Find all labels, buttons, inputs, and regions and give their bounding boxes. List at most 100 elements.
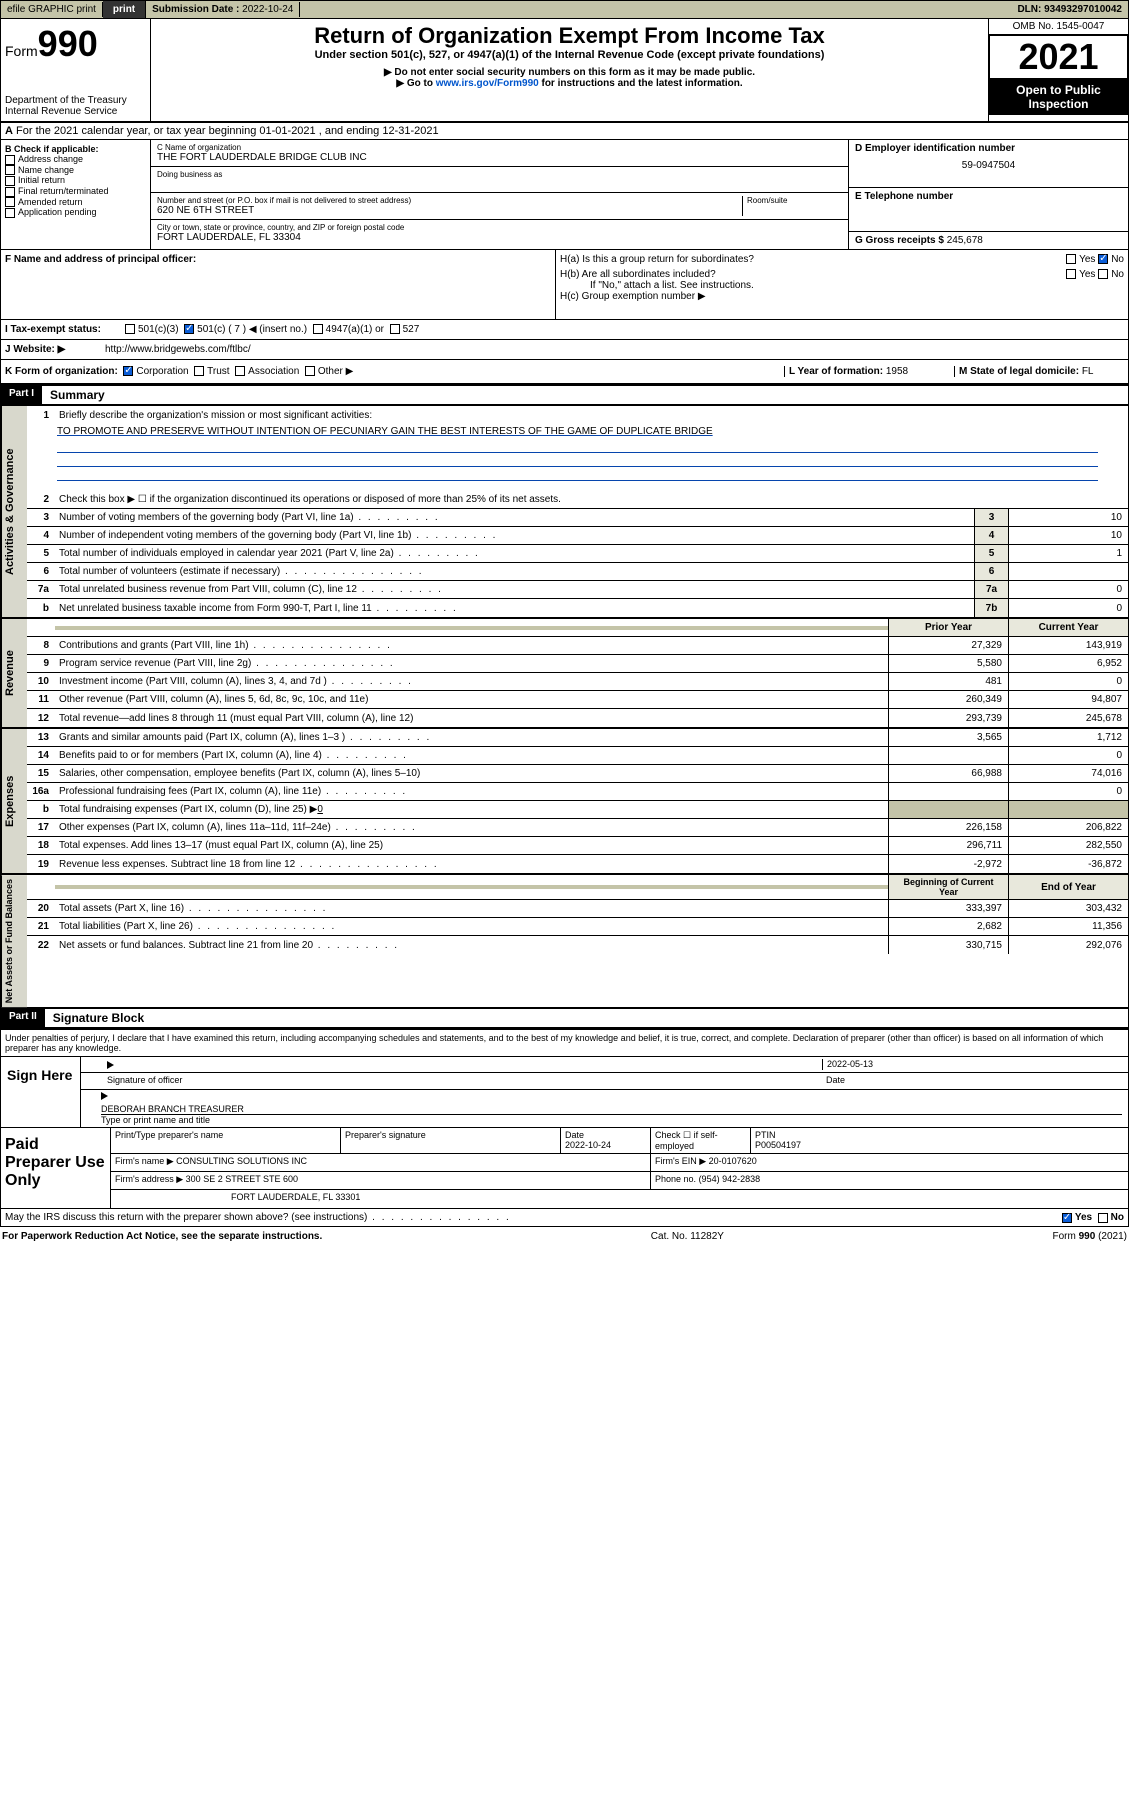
chk-amended[interactable]: [5, 197, 15, 207]
chk-name-change[interactable]: [5, 165, 15, 175]
line4: Number of independent voting members of …: [55, 528, 974, 543]
chk-address-change[interactable]: [5, 155, 15, 165]
chk-final-return[interactable]: [5, 187, 15, 197]
mission-blank2: [57, 455, 1098, 467]
instr-2: ▶ Go to www.irs.gov/Form990 for instruct…: [155, 78, 984, 89]
sig-date-line: 2022-05-13: [81, 1057, 1128, 1073]
beginning-hdr: Beginning of Current Year: [888, 875, 1008, 899]
j-label: J Website: ▶: [5, 344, 105, 355]
chk-ha-no[interactable]: [1098, 254, 1108, 264]
form-number: Form990: [5, 23, 146, 65]
dln: DLN: 93493297010042: [1011, 2, 1128, 17]
arrow-icon: [101, 1092, 108, 1100]
prior-year-hdr: Prior Year: [888, 619, 1008, 636]
page-footer: For Paperwork Reduction Act Notice, see …: [0, 1227, 1129, 1246]
chk-application-pending[interactable]: [5, 208, 15, 218]
submission-date-label: Submission Date : 2022-10-24: [146, 2, 300, 17]
line6: Total number of volunteers (estimate if …: [55, 564, 974, 579]
chk-hb-no[interactable]: [1098, 269, 1108, 279]
part2-title: Signature Block: [45, 1009, 152, 1027]
cat-no: Cat. No. 11282Y: [651, 1231, 724, 1242]
chk-other[interactable]: [305, 366, 315, 376]
chk-assoc[interactable]: [235, 366, 245, 376]
chk-corp[interactable]: [123, 366, 133, 376]
row-i: I Tax-exempt status: 501(c)(3) 501(c) ( …: [0, 320, 1129, 340]
side-expenses: Expenses: [1, 729, 27, 873]
col-f: F Name and address of principal officer:: [1, 250, 556, 319]
chk-discuss-yes[interactable]: [1062, 1213, 1072, 1223]
line15: Salaries, other compensation, employee b…: [55, 766, 888, 781]
open-inspection: Open to Public Inspection: [989, 79, 1128, 115]
current-year-hdr: Current Year: [1008, 619, 1128, 636]
line19: Revenue less expenses. Subtract line 18 …: [55, 857, 888, 872]
top-bar: efile GRAPHIC print print Submission Dat…: [0, 0, 1129, 19]
penalty-text: Under penalties of perjury, I declare th…: [1, 1030, 1128, 1057]
line16a: Professional fundraising fees (Part IX, …: [55, 784, 888, 799]
dba-cell: Doing business as: [151, 167, 848, 193]
h-attach: If "No," attach a list. See instructions…: [590, 280, 1124, 291]
header-right: OMB No. 1545-0047 2021 Open to Public In…: [988, 19, 1128, 121]
line12: Total revenue—add lines 8 through 11 (mu…: [55, 711, 888, 726]
header-left: Form990 Department of the Treasury Inter…: [1, 19, 151, 121]
phone-cell: E Telephone number: [849, 188, 1128, 232]
preparer-name-hdr: Print/Type preparer's name: [111, 1128, 341, 1153]
line18: Total expenses. Add lines 13–17 (must eq…: [55, 838, 888, 853]
col-h: H(a) Is this a group return for subordin…: [556, 250, 1128, 319]
firm-address2: FORT LAUDERDALE, FL 33301: [111, 1190, 1128, 1208]
firm-address: Firm's address ▶ 300 SE 2 STREET STE 600: [111, 1172, 651, 1189]
form-header: Form990 Department of the Treasury Inter…: [0, 19, 1129, 123]
row-j: J Website: ▶ http://www.bridgewebs.com/f…: [0, 340, 1129, 360]
h-b: H(b) Are all subordinates included? Yes …: [560, 269, 1124, 280]
col-de: D Employer identification number 59-0947…: [848, 140, 1128, 249]
chk-527[interactable]: [390, 324, 400, 334]
sign-here-label: Sign Here: [1, 1057, 81, 1127]
line2: Check this box ▶ ☐ if the organization d…: [55, 492, 1128, 507]
arrow-icon: [107, 1061, 114, 1069]
sig-date: 2022-05-13: [822, 1059, 1122, 1070]
irs-label: Internal Revenue Service: [5, 106, 146, 117]
line9: Program service revenue (Part VIII, line…: [55, 656, 888, 671]
org-name-cell: C Name of organization THE FORT LAUDERDA…: [151, 140, 848, 167]
chk-trust[interactable]: [194, 366, 204, 376]
part1-header: Part I Summary: [0, 385, 1129, 406]
print-button[interactable]: print: [103, 1, 146, 18]
officer-name: DEBORAH BRANCH TREASURER: [101, 1104, 1122, 1115]
line13: Grants and similar amounts paid (Part IX…: [55, 730, 888, 745]
line14: Benefits paid to or for members (Part IX…: [55, 748, 888, 763]
chk-501c[interactable]: [184, 324, 194, 334]
chk-4947[interactable]: [313, 324, 323, 334]
paid-preparer-block: Paid Preparer Use Only Print/Type prepar…: [0, 1128, 1129, 1209]
row-fh: F Name and address of principal officer:…: [0, 250, 1129, 320]
h-a: H(a) Is this a group return for subordin…: [560, 254, 1124, 265]
block-bcdeg: B Check if applicable: Address change Na…: [0, 140, 1129, 250]
firm-ein: Firm's EIN ▶ 20-0107620: [651, 1154, 1128, 1171]
spacer: [300, 8, 1011, 12]
line7b: Net unrelated business taxable income fr…: [55, 601, 974, 616]
org-name: THE FORT LAUDERDALE BRIDGE CLUB INC: [157, 152, 842, 163]
chk-hb-yes[interactable]: [1066, 269, 1076, 279]
irs-link[interactable]: www.irs.gov/Form990: [436, 78, 539, 89]
signature-block: Under penalties of perjury, I declare th…: [0, 1028, 1129, 1128]
mission-blank1: [57, 441, 1098, 453]
chk-501c3[interactable]: [125, 324, 135, 334]
subtitle: Under section 501(c), 527, or 4947(a)(1)…: [155, 49, 984, 61]
chk-initial-return[interactable]: [5, 176, 15, 186]
b-label: B Check if applicable:: [5, 144, 99, 154]
chk-discuss-no[interactable]: [1098, 1213, 1108, 1223]
website-value: http://www.bridgewebs.com/ftlbc/: [105, 344, 251, 355]
f-label: F Name and address of principal officer:: [5, 254, 196, 265]
m-block: M State of legal domicile: FL: [954, 366, 1124, 377]
h-c: H(c) Group exemption number ▶: [560, 291, 1124, 302]
line22: Net assets or fund balances. Subtract li…: [55, 938, 888, 953]
city-state-zip: FORT LAUDERDALE, FL 33304: [157, 232, 842, 243]
sig-name-line: DEBORAH BRANCH TREASURER Type or print n…: [81, 1089, 1128, 1127]
chk-ha-yes[interactable]: [1066, 254, 1076, 264]
discuss-question: May the IRS discuss this return with the…: [5, 1212, 1062, 1223]
mission-blank3: [57, 469, 1098, 481]
header-center: Return of Organization Exempt From Incom…: [151, 19, 988, 121]
firm-name: Firm's name ▶ CONSULTING SOLUTIONS INC: [111, 1154, 651, 1171]
gross-receipts-value: 245,678: [947, 235, 983, 246]
end-hdr: End of Year: [1008, 875, 1128, 899]
col-c: C Name of organization THE FORT LAUDERDA…: [151, 140, 848, 249]
line20: Total assets (Part X, line 16): [55, 901, 888, 916]
